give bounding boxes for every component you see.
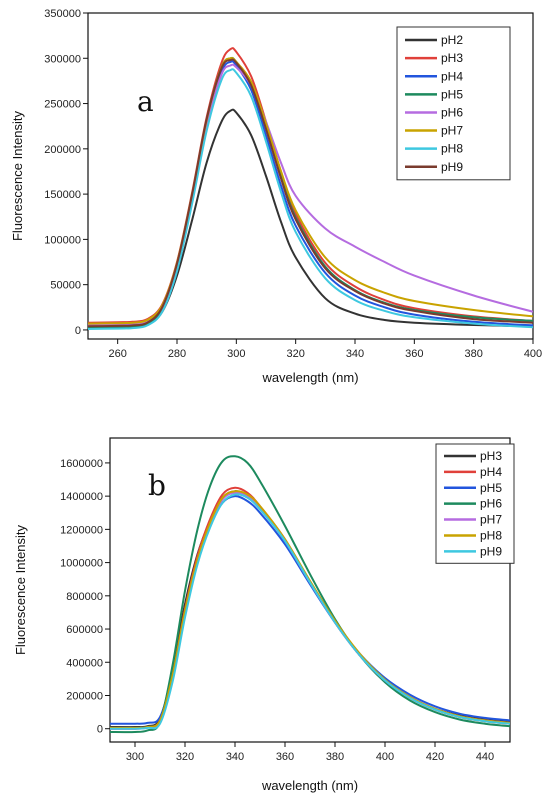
y-tick-label: 0 [97,724,103,736]
legend-label: pH4 [441,69,463,83]
legend-label: pH3 [441,51,463,65]
plot-frame [109,437,511,743]
chart-panel-b: 300 320 340 360 380 400 420 440 0 200000 400000 600… [13,437,515,793]
y-axis-title: Fluorescence Intensity [10,110,25,241]
legend-label: pH7 [441,124,463,138]
x-tick-label: 420 [426,751,444,763]
y-axis-title: Fluorescence Intensity [13,524,28,655]
x-axis-title: wavelength (nm) [261,370,358,385]
chart-panel-a: 260 280 300 320 340 360 380 400 0 50000 100000 1500… [10,8,542,385]
y-tick-label: 350000 [44,8,81,20]
y-tick-label: 150000 [44,189,81,201]
y-tick-label: 600000 [66,624,103,636]
y-tick-label: 250000 [44,99,81,111]
y-tick-label: 800000 [66,591,103,603]
legend-label: pH9 [441,160,463,174]
y-tick-label: 1400000 [60,491,103,503]
x-axis-title: wavelength (nm) [261,778,358,793]
x-tick-label: 300 [227,348,245,360]
y-tick-label: 50000 [50,280,81,292]
legend-label: pH5 [441,87,463,101]
y-tick-label: 1600000 [60,458,103,470]
x-tick-label: 320 [176,751,194,763]
x-tick-label: 400 [524,348,542,360]
panel-letter: b [148,469,166,502]
legend-box [396,26,511,181]
y-tick-label: 400000 [66,657,103,669]
legend-label: pH8 [441,142,463,156]
x-tick-label: 380 [464,348,482,360]
x-tick-label: 320 [286,348,304,360]
legend-label: pH7 [480,513,502,527]
x-tick-label: 300 [126,751,144,763]
legend-label: pH5 [480,481,502,495]
y-tick-label: 200000 [44,144,81,156]
x-tick-label: 440 [476,751,494,763]
legend-label: pH6 [441,105,463,119]
legend-label: pH8 [480,528,502,542]
x-tick-label: 360 [276,751,294,763]
panel-letter: a [137,85,154,118]
series-line-ph8 [88,68,533,330]
x-tick-label: 360 [405,348,423,360]
legend-label: pH4 [480,465,502,479]
x-tick-label: 280 [168,348,186,360]
series-line-ph9 [110,493,510,730]
legend-label: pH3 [480,449,502,463]
y-tick-label: 1200000 [60,524,103,536]
y-tick-label: 200000 [66,690,103,702]
x-tick-label: 380 [326,751,344,763]
x-tick-label: 400 [376,751,394,763]
x-tick-label: 340 [346,348,364,360]
plot-frame [87,12,534,340]
legend-label: pH6 [480,497,502,511]
y-tick-label: 1000000 [60,558,103,570]
y-tick-label: 100000 [44,234,81,246]
legend-label: pH9 [480,544,502,558]
x-tick-label: 260 [108,348,126,360]
y-tick-label: 0 [75,325,81,337]
y-tick-label: 300000 [44,53,81,65]
legend-label: pH2 [441,33,463,47]
series-line-ph9 [88,58,533,328]
x-tick-label: 340 [226,751,244,763]
